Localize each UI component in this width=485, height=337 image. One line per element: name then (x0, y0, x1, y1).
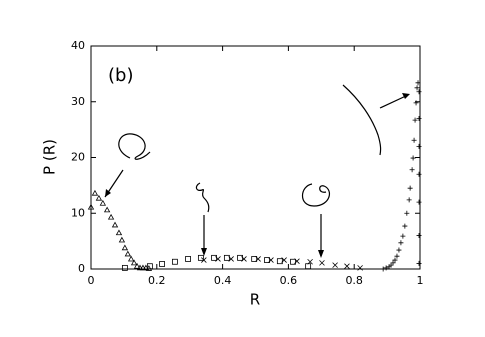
point (416, 171, 422, 177)
point (159, 261, 165, 267)
point (416, 89, 422, 95)
point (407, 185, 413, 191)
sketch-loop (118, 133, 151, 160)
y-axis-label: P (R) (41, 139, 59, 175)
point (410, 155, 416, 161)
arrow-head (402, 93, 410, 99)
point (237, 254, 243, 261)
point (415, 80, 421, 86)
y-tick-label: 20 (71, 151, 85, 164)
point (268, 257, 274, 263)
point (416, 199, 422, 205)
point (409, 167, 415, 173)
point (411, 137, 417, 143)
arrow-head (105, 189, 111, 197)
x-tick-label: 0.6 (280, 274, 298, 287)
y-tick-label: 40 (71, 39, 85, 52)
point (414, 85, 420, 91)
sketch-rod (342, 84, 382, 156)
point (211, 254, 217, 261)
point (121, 244, 129, 251)
point (103, 206, 111, 213)
point (115, 229, 123, 236)
point (255, 256, 261, 262)
point (87, 203, 95, 210)
point (412, 117, 418, 123)
point (228, 256, 234, 262)
point (215, 256, 221, 262)
arrow (379, 94, 409, 109)
y-tick-label: 0 (78, 262, 85, 275)
point (383, 265, 389, 271)
x-tick-label: 0.4 (214, 274, 232, 287)
point (118, 236, 126, 243)
point (136, 264, 144, 271)
point (201, 257, 207, 263)
point (398, 240, 404, 246)
x-tick-label: 0 (88, 274, 95, 287)
point (404, 210, 410, 216)
arrow-head (318, 250, 324, 258)
sketch-hook (301, 183, 331, 207)
point (107, 213, 115, 220)
point (290, 258, 296, 265)
point (396, 247, 402, 253)
point (357, 265, 363, 271)
point (307, 258, 313, 265)
point (416, 233, 422, 239)
point (111, 221, 119, 228)
point (171, 258, 178, 265)
point (264, 257, 270, 263)
point (124, 250, 132, 257)
point (416, 115, 422, 121)
x-tick-label: 0.2 (148, 274, 166, 287)
point (394, 253, 400, 259)
point (406, 197, 412, 203)
point (416, 143, 422, 149)
point (400, 233, 406, 239)
point (127, 255, 135, 262)
point (281, 257, 287, 263)
x-axis-label: R (250, 291, 260, 309)
point (332, 262, 338, 268)
point (121, 264, 128, 271)
point (402, 223, 408, 229)
arrow-head (201, 248, 207, 256)
point (392, 257, 398, 263)
point (251, 256, 258, 262)
plot-frame (90, 45, 421, 270)
panel-label: (b) (108, 65, 133, 86)
point (130, 259, 138, 266)
point (146, 263, 153, 270)
point (99, 199, 107, 206)
point (294, 258, 300, 264)
point (390, 260, 396, 266)
point (305, 263, 312, 270)
point (413, 100, 419, 106)
point (344, 263, 350, 269)
point (91, 189, 99, 196)
x-tick-label: 0.8 (345, 274, 363, 287)
conformation-sketches (104, 84, 410, 258)
point (241, 256, 247, 262)
point (197, 254, 204, 261)
point (276, 258, 283, 265)
point (223, 254, 230, 261)
y-tick-label: 10 (71, 206, 85, 219)
point (139, 264, 147, 271)
point (416, 260, 422, 266)
point (185, 256, 191, 262)
point (319, 260, 325, 266)
sketch-coil (195, 182, 210, 213)
point (380, 266, 386, 272)
x-tick-label: 1 (417, 274, 424, 287)
y-tick-label: 30 (71, 95, 85, 108)
point (133, 262, 141, 269)
point (95, 194, 103, 201)
